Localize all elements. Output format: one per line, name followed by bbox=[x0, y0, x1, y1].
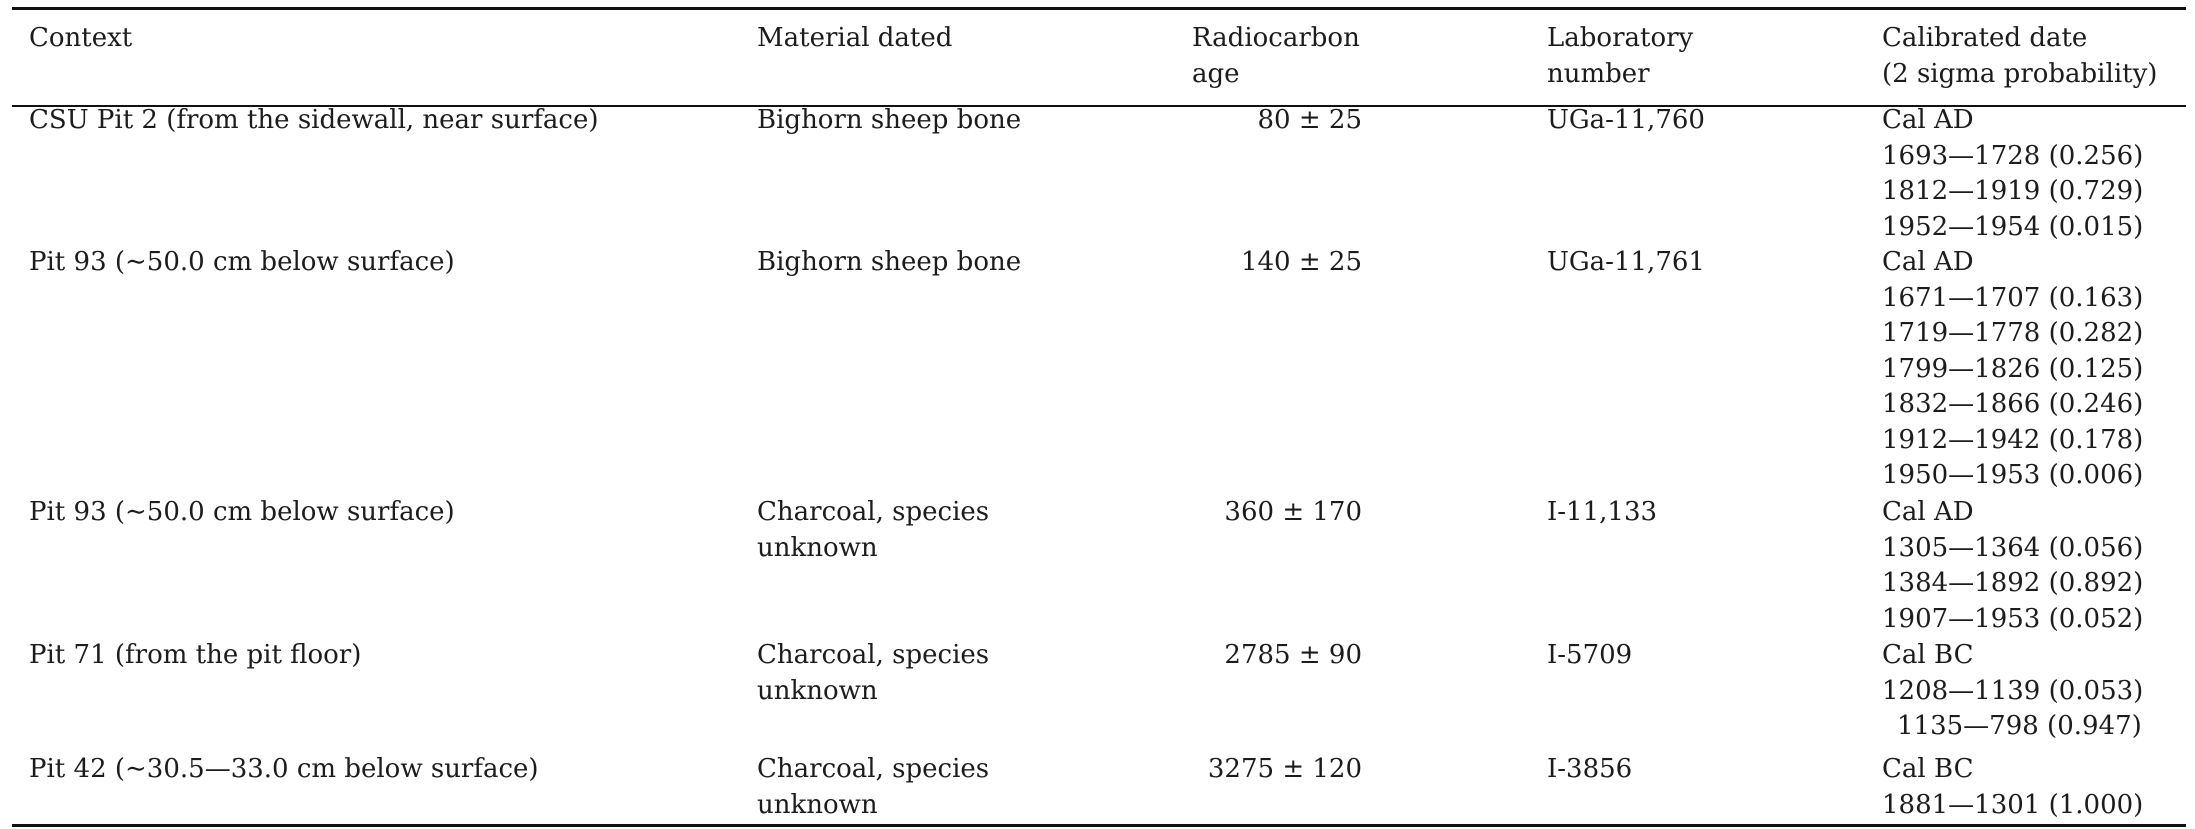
row1-cal-0: Cal AD bbox=[1882, 105, 1974, 135]
row3-material-line2: unknown bbox=[757, 532, 878, 563]
row4-cal-1: 1208—1139 (0.053) bbox=[1882, 675, 2144, 706]
row2-cal-3: 1799—1826 (0.125) bbox=[1882, 353, 2144, 384]
header-cal-line2: (2 sigma probability) bbox=[1882, 58, 2158, 89]
row1-cal-3: 1952—1954 (0.015) bbox=[1882, 211, 2144, 242]
row5-material-line2: unknown bbox=[757, 789, 878, 820]
row5-age: 3275 ± 120 bbox=[1207, 754, 1362, 784]
header-context: Context bbox=[29, 23, 133, 53]
row3-calibrated: Cal AD 1305—1364 (0.056) 1384—1892 (0.89… bbox=[1882, 495, 2182, 637]
row3-material: Charcoal, species unknown bbox=[757, 495, 1177, 566]
row4-cal-2: 1135—798 (0.947) bbox=[1897, 711, 2142, 741]
row5-cal-0: Cal BC bbox=[1882, 754, 1974, 784]
row4-material-line2: unknown bbox=[757, 675, 878, 706]
row2-material: Bighorn sheep bone bbox=[757, 245, 1177, 281]
header-age-line1: Radiocarbon bbox=[1192, 23, 1360, 53]
header-lab-line2: number bbox=[1547, 58, 1650, 89]
row2-cal-0: Cal AD bbox=[1882, 247, 1974, 277]
row4-calibrated: Cal BC 1208—1139 (0.053) 1135—798 (0.947… bbox=[1882, 638, 2182, 745]
table-bottom-rule bbox=[12, 824, 2186, 827]
row1-cal-1: 1693—1728 (0.256) bbox=[1882, 140, 2144, 171]
row5-lab: I-3856 bbox=[1547, 754, 1633, 784]
row2-lab: UGa-11,761 bbox=[1547, 247, 1705, 277]
row2-cal-1: 1671—1707 (0.163) bbox=[1882, 282, 2144, 313]
row5-cal-1: 1881—1301 (1.000) bbox=[1882, 789, 2144, 820]
row1-material: Bighorn sheep bone bbox=[757, 103, 1177, 139]
row1-material-line1: Bighorn sheep bone bbox=[757, 105, 1022, 135]
row1-lab: UGa-11,760 bbox=[1547, 105, 1705, 135]
row2-cal-2: 1719—1778 (0.282) bbox=[1882, 318, 2144, 348]
row3-cal-1: 1305—1364 (0.056) bbox=[1882, 532, 2144, 563]
row4-material: Charcoal, species unknown bbox=[757, 638, 1177, 709]
row3-cal-3: 1907—1953 (0.052) bbox=[1882, 603, 2144, 634]
row3-context: Pit 93 (∼50.0 cm below surface) bbox=[29, 497, 455, 527]
row4-lab: I-5709 bbox=[1547, 640, 1633, 670]
header-lab-line1: Laboratory bbox=[1547, 23, 1694, 53]
header-calibrated-date: Calibrated date (2 sigma probability) bbox=[1882, 21, 2182, 92]
row2-context: Pit 93 (∼50.0 cm below surface) bbox=[29, 247, 455, 277]
row3-lab: I-11,133 bbox=[1547, 497, 1658, 527]
row5-calibrated: Cal BC 1881—1301 (1.000) bbox=[1882, 752, 2182, 823]
row3-age: 360 ± 170 bbox=[1224, 497, 1362, 527]
header-radiocarbon-age: Radiocarbon age bbox=[1192, 21, 1422, 92]
row2-cal-6: 1950—1953 (0.006) bbox=[1882, 460, 2144, 490]
row2-calibrated: Cal AD 1671—1707 (0.163) 1719—1778 (0.28… bbox=[1882, 245, 2182, 494]
row1-cal-2: 1812—1919 (0.729) bbox=[1882, 176, 2144, 206]
row2-cal-5: 1912—1942 (0.178) bbox=[1882, 424, 2144, 455]
row4-material-line1: Charcoal, species bbox=[757, 640, 990, 670]
row2-age: 140 ± 25 bbox=[1240, 247, 1362, 277]
row3-cal-0: Cal AD bbox=[1882, 497, 1974, 527]
row5-material-line1: Charcoal, species bbox=[757, 754, 990, 784]
row4-age: 2785 ± 90 bbox=[1224, 640, 1362, 670]
row1-calibrated: Cal AD 1693—1728 (0.256) 1812—1919 (0.72… bbox=[1882, 103, 2182, 245]
row1-context: CSU Pit 2 (from the sidewall, near surfa… bbox=[29, 105, 599, 135]
header-lab-number: Laboratory number bbox=[1547, 21, 1847, 92]
row2-material-line1: Bighorn sheep bone bbox=[757, 247, 1022, 277]
table-header-rule bbox=[12, 105, 2186, 107]
row4-context: Pit 71 (from the pit floor) bbox=[29, 640, 362, 670]
row5-context: Pit 42 (∼30.5—33.0 cm below surface) bbox=[29, 754, 539, 784]
row5-material: Charcoal, species unknown bbox=[757, 752, 1177, 823]
row1-age: 80 ± 25 bbox=[1257, 105, 1362, 135]
header-age-line2: age bbox=[1192, 58, 1240, 89]
header-material: Material dated bbox=[757, 23, 953, 53]
table-top-rule bbox=[12, 7, 2186, 10]
row3-material-line1: Charcoal, species bbox=[757, 497, 990, 527]
row3-cal-2: 1384—1892 (0.892) bbox=[1882, 568, 2144, 598]
header-cal-line1: Calibrated date bbox=[1882, 23, 2088, 53]
row2-cal-4: 1832—1866 (0.246) bbox=[1882, 389, 2144, 419]
row4-cal-0: Cal BC bbox=[1882, 640, 1974, 670]
